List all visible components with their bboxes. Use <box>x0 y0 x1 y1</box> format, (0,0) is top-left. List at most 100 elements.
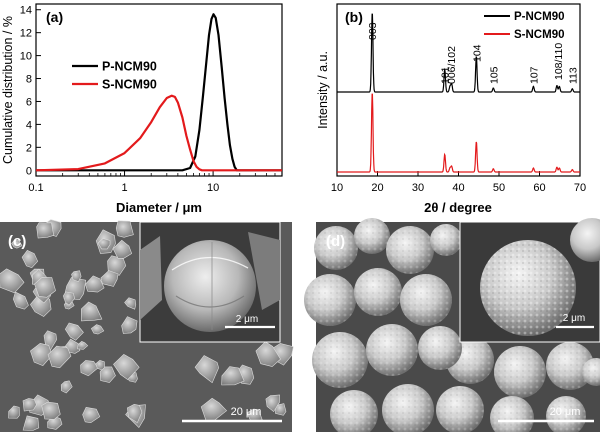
panel-d-particle-texture <box>330 390 378 432</box>
panel-c-scale-label: 20 μm <box>231 406 262 418</box>
panel-c-particle <box>12 291 29 310</box>
panel-c-particle <box>22 398 37 412</box>
panel-c-particle <box>8 405 20 419</box>
panel-d-particle-texture <box>354 268 402 316</box>
panel-d-particle-texture <box>354 218 390 254</box>
panel-a-axis-ticks: 0 2 4 6 8 10 12 14 0.1 1 10 <box>20 5 283 194</box>
panel-b-peak-label: 105 <box>488 66 500 84</box>
panel-a-y-tick-label: 12 <box>20 28 32 40</box>
panel-c-particle <box>97 238 111 250</box>
panel-c-inset: 2 μm <box>139 221 281 343</box>
panel-a-plot-frame <box>35 3 283 177</box>
panel-b-y-axis-label: Intensity / a.u. <box>316 51 330 129</box>
panel-b-peak-label: 006/102 <box>446 46 458 84</box>
panel-a-x-axis-label: Diameter / μm <box>116 200 202 215</box>
legend-label-p-ncm90: P-NCM90 <box>102 60 157 74</box>
panel-a-series-p-ncm90 <box>36 13 282 172</box>
panel-c-particle <box>21 250 39 269</box>
panel-c-inset-right-particle <box>248 232 280 310</box>
panel-c-particle <box>90 324 105 335</box>
panel-a-psd-chart: 0 2 4 6 8 10 12 14 0.1 1 10 (a) Cumulative distrib… <box>1 3 283 215</box>
panel-b-peak-label: 108/110 <box>553 43 565 80</box>
panel-c-particle <box>85 275 105 293</box>
panel-b-peak-label: 003 <box>367 22 379 40</box>
panel-c-inset-side-particle <box>140 236 162 320</box>
panel-d-inset: 2 μm <box>459 218 600 343</box>
panel-d-particle-texture <box>400 274 452 326</box>
panel-d-particle-texture <box>436 386 484 432</box>
panel-c-particle <box>34 276 56 298</box>
panel-c-particle <box>95 359 105 371</box>
panel-d-particle-texture <box>430 224 462 256</box>
panel-a-x-tick-label: 1 <box>121 182 127 194</box>
panel-b-peak-label: 104 <box>471 44 483 62</box>
panel-c-particle <box>71 270 82 282</box>
panel-c-tag: (c) <box>8 233 26 250</box>
panel-c-particle <box>64 322 84 341</box>
panel-d-sem-image: 2 μm 20 μm (d) <box>304 218 600 432</box>
panel-a-y-tick-label: 2 <box>26 142 32 154</box>
panel-d-particle-texture <box>382 384 434 432</box>
panel-c-particle <box>41 401 61 420</box>
panel-d-particle-texture <box>418 326 462 370</box>
panel-c-particle <box>124 297 137 310</box>
panel-c-particle <box>107 255 127 276</box>
panel-c-particle <box>99 366 116 383</box>
panel-a-y-axis-label: Cumulative distribution / % <box>1 16 15 164</box>
panel-a-series-s-ncm90 <box>35 94 282 172</box>
panel-c-particle <box>112 239 133 259</box>
panel-d-particle-texture <box>386 226 434 274</box>
panel-d-particle-texture <box>314 226 358 270</box>
panel-d-particle-texture <box>546 342 594 390</box>
panel-b-x-tick-label: 10 <box>331 182 343 194</box>
panel-c-particle <box>82 406 101 424</box>
panel-a-series <box>35 13 282 172</box>
panel-d-particle-texture <box>582 358 600 386</box>
panel-d-inset-scale-label: 2 μm <box>563 313 585 324</box>
panel-c-particle <box>62 291 76 306</box>
panel-b-x-tick-label: 30 <box>412 182 424 194</box>
panel-b-tag: (b) <box>345 9 363 25</box>
panel-c-particle <box>265 394 280 413</box>
panel-c-particle <box>22 415 40 431</box>
panel-d-particle-texture <box>490 396 534 432</box>
panel-c-inset-particle <box>164 240 256 332</box>
panel-a-y-tick-label: 4 <box>26 119 32 131</box>
panel-c-particle <box>221 366 245 386</box>
panel-c-particle <box>113 354 140 380</box>
panel-a-y-tick-label: 0 <box>26 165 32 177</box>
panel-b-x-tick-label: 40 <box>452 182 464 194</box>
panel-c-particle <box>255 341 281 367</box>
panel-c-particle <box>36 222 55 239</box>
panel-d-particle-texture <box>304 274 356 326</box>
panel-b-legend: P-NCM90 S-NCM90 <box>484 11 564 41</box>
panel-d-particles <box>304 218 600 432</box>
legend-label-s-ncm90: S-NCM90 <box>102 78 157 92</box>
panel-b-series <box>337 13 580 173</box>
panel-b-peak-label: 107 <box>528 66 540 84</box>
panel-c-particle <box>115 220 134 238</box>
panel-d-particle-texture <box>494 346 546 398</box>
panel-a-legend: P-NCM90 S-NCM90 <box>72 60 157 92</box>
panel-a-y-tick-label: 14 <box>20 5 32 17</box>
panel-a-y-tick-label: 6 <box>26 96 32 108</box>
panel-c-particles <box>0 219 294 431</box>
panel-b-x-tick-label: 50 <box>493 182 505 194</box>
panel-c-particle <box>194 355 220 384</box>
panel-c-particle <box>0 268 25 294</box>
panel-c-particle <box>30 342 53 366</box>
panel-b-x-tick-label: 60 <box>533 182 545 194</box>
panel-b-x-tick-label: 20 <box>371 182 383 194</box>
panel-c-particle <box>60 380 73 394</box>
panel-d-particle-texture <box>312 332 368 388</box>
panel-c-particle <box>80 360 99 377</box>
panel-d-particle-texture <box>546 396 586 432</box>
panel-c-sem-image: 2 μm 20 μm (c) <box>0 219 294 432</box>
panel-d-particle-texture <box>366 324 418 376</box>
panel-c-particle <box>121 316 138 334</box>
legend-label-p-ncm90-b: P-NCM90 <box>514 11 564 23</box>
panel-c-particle <box>126 403 143 424</box>
